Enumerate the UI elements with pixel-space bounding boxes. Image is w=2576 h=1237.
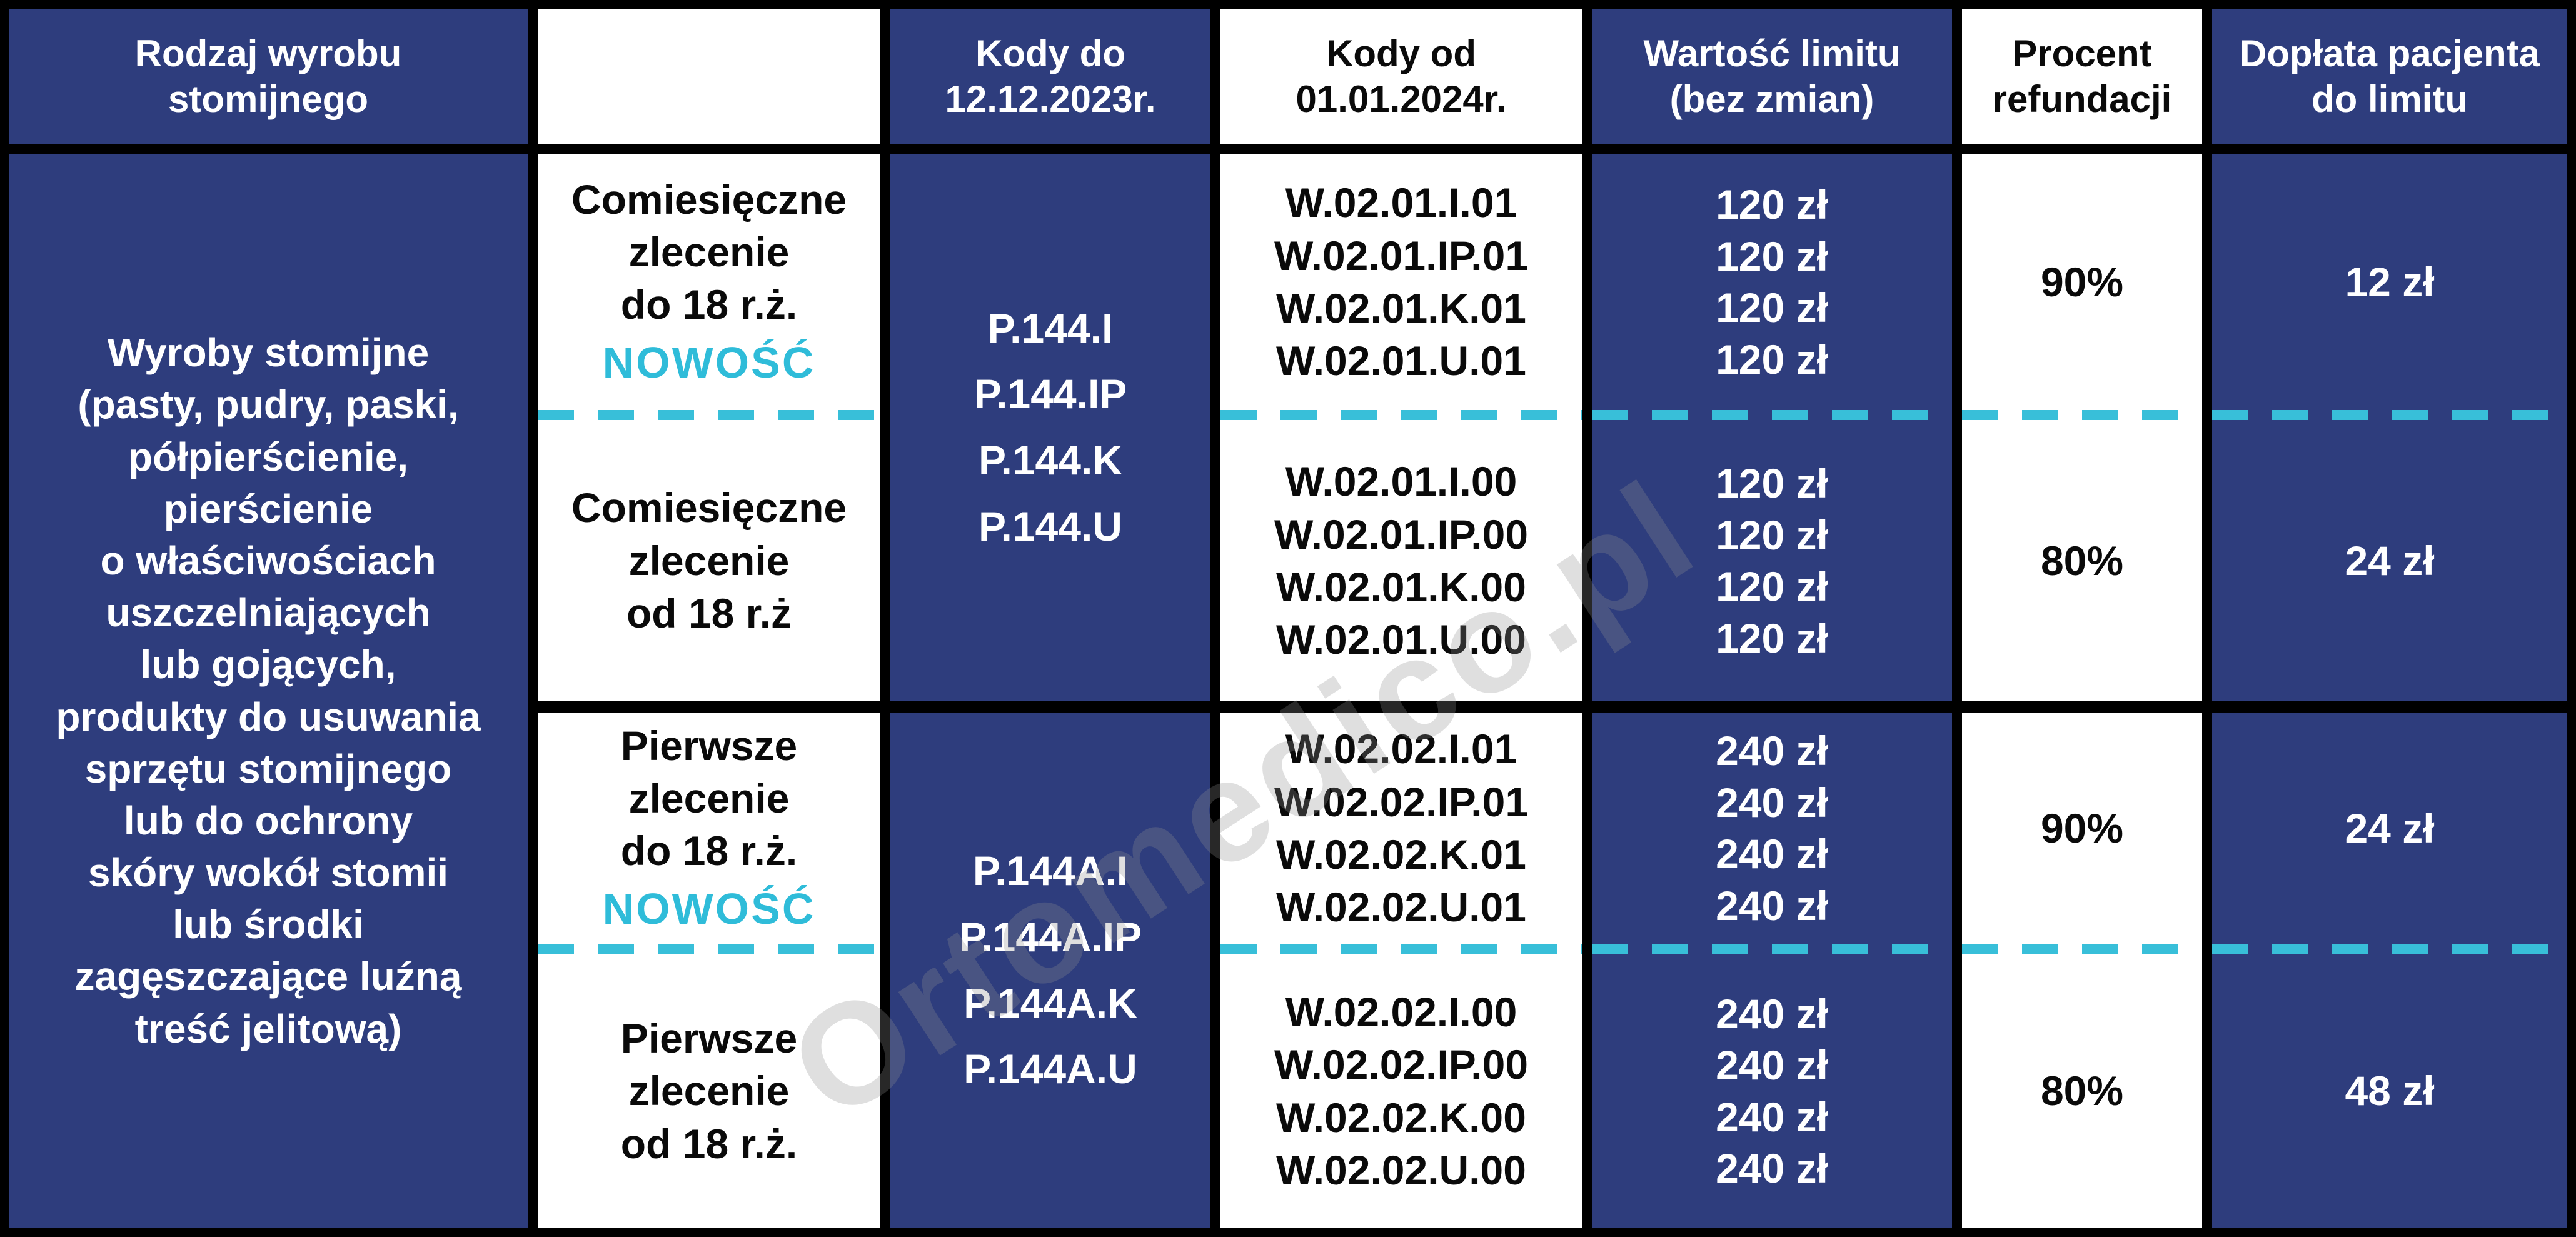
codes-new-cell-4: W.02.02.I.00 W.02.02.IP.00 W.02.02.K.00 … (1274, 988, 1529, 1193)
codes-old-cell-p144: P.144.I P.144.IP P.144.K P.144.U (974, 304, 1127, 549)
order-type-cell-first-over18: Pierwsze zlecenie od 18 r.ż. (538, 954, 880, 1228)
dashed-divider (2212, 944, 2567, 954)
dashed-divider (1962, 410, 2202, 420)
order-type-label: Pierwsze zlecenie do 18 r.ż. (620, 722, 798, 874)
column-order-type: Comiesięczne zlecenie do 18 r.ż. NOWOŚĆ … (538, 154, 880, 1228)
header-refund-percent: Procent refundacji (1962, 9, 2202, 144)
table-body: Wyroby stomijne (pasty, pudry, paski, pó… (9, 154, 2567, 1228)
dashed-divider (538, 944, 880, 954)
codes-new-cell-2: W.02.01.I.00 W.02.01.IP.00 W.02.01.K.00 … (1274, 458, 1529, 663)
refund-cell-3: 90% (2040, 804, 2124, 851)
dashed-divider (1962, 944, 2202, 954)
copay-cell-4: 48 zł (2345, 1068, 2435, 1114)
codes-new-cell-1: W.02.01.I.01 W.02.01.IP.01 W.02.01.K.01 … (1274, 179, 1529, 384)
codes-new-cell-3: W.02.02.I.01 W.02.02.IP.01 W.02.02.K.01 … (1274, 726, 1529, 931)
header-limit-value: Wartość limitu (bez zmian) (1592, 9, 1952, 144)
new-badge: NOWOŚĆ (602, 884, 816, 933)
product-description-cell: Wyroby stomijne (pasty, pudry, paski, pó… (56, 330, 481, 1051)
order-type-label: Comiesięczne zlecenie od 18 r.ż (571, 484, 847, 637)
header-patient-copay: Dopłata pacjenta do limitu (2212, 9, 2567, 144)
column-limit-value: 120 zł 120 zł 120 zł 120 zł 120 zł 120 z… (1592, 154, 1952, 1228)
limit-cell-4: 240 zł 240 zł 240 zł 240 zł (1716, 990, 1828, 1192)
refund-cell-1: 90% (2040, 258, 2124, 305)
limit-cell-1: 120 zł 120 zł 120 zł 120 zł (1716, 181, 1828, 383)
copay-cell-3: 24 zł (2345, 804, 2435, 851)
new-badge: NOWOŚĆ (602, 338, 816, 387)
header-order-type-empty (538, 9, 880, 144)
order-type-cell-monthly-over18: Comiesięczne zlecenie od 18 r.ż (538, 420, 880, 701)
codes-old-cell-p144a: P.144A.I P.144A.IP P.144A.K P.144A.U (958, 848, 1142, 1093)
order-type-cell-first-under18: Pierwsze zlecenie do 18 r.ż. NOWOŚĆ (538, 713, 880, 944)
column-product-type: Wyroby stomijne (pasty, pudry, paski, pó… (9, 154, 528, 1228)
header-codes-old: Kody do 12.12.2023r. (890, 9, 1210, 144)
refund-cell-4: 80% (2040, 1068, 2124, 1114)
dashed-divider (1220, 410, 1582, 420)
header-product-type: Rodzaj wyrobu stomijnego (9, 9, 528, 144)
order-type-label: Pierwsze zlecenie od 18 r.ż. (620, 1014, 798, 1167)
dashed-divider (538, 410, 880, 420)
dashed-divider (2212, 410, 2567, 420)
copay-cell-2: 24 zł (2345, 537, 2435, 584)
column-patient-copay: 12 zł 24 zł 24 zł 48 zł (2212, 154, 2567, 1228)
order-type-label: Comiesięczne zlecenie do 18 r.ż. (571, 176, 847, 328)
section-divider (2212, 701, 2567, 713)
dashed-divider (1592, 944, 1952, 954)
section-divider (1962, 701, 2202, 713)
dashed-divider (1220, 944, 1582, 954)
section-divider (890, 701, 1210, 713)
column-refund-percent: 90% 80% 90% 80% (1962, 154, 2202, 1228)
column-codes-old: P.144.I P.144.IP P.144.K P.144.U P.144A.… (890, 154, 1210, 1228)
table-header-row: Rodzaj wyrobu stomijnego Kody do 12.12.2… (9, 9, 2567, 144)
dashed-divider (1592, 410, 1952, 420)
section-divider (1592, 701, 1952, 713)
order-type-cell-monthly-under18: Comiesięczne zlecenie do 18 r.ż. NOWOŚĆ (538, 154, 880, 410)
refund-cell-2: 80% (2040, 537, 2124, 584)
limit-cell-2: 120 zł 120 zł 120 zł 120 zł (1716, 460, 1828, 661)
column-codes-new: W.02.01.I.01 W.02.01.IP.01 W.02.01.K.01 … (1220, 154, 1582, 1228)
section-divider (538, 701, 880, 713)
limit-cell-3: 240 zł 240 zł 240 zł 240 zł (1716, 728, 1828, 929)
header-codes-new: Kody od 01.01.2024r. (1220, 9, 1582, 144)
section-divider (1220, 701, 1582, 713)
copay-cell-1: 12 zł (2345, 258, 2435, 305)
